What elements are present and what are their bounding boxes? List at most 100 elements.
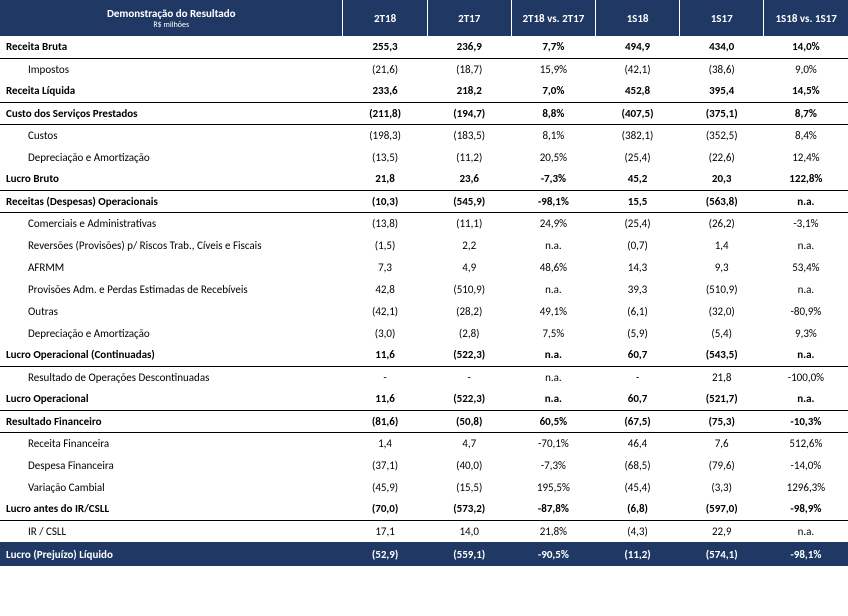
cell-value: 9,3 xyxy=(680,256,764,278)
cell-value: -80,9% xyxy=(764,300,848,322)
cell-value: (50,8) xyxy=(427,410,511,432)
cell-value: -98,1% xyxy=(511,190,595,212)
cell-value: -7,3% xyxy=(511,454,595,476)
cell-value: (194,7) xyxy=(427,102,511,124)
cell-value: (18,7) xyxy=(427,58,511,80)
cell-value: (1,5) xyxy=(343,234,427,256)
cell-value: 14,5% xyxy=(764,80,848,102)
cell-value: (2,8) xyxy=(427,322,511,344)
cell-value: (11,2) xyxy=(427,146,511,168)
row-label: Reversões (Provisões) p/ Riscos Trab., C… xyxy=(0,234,343,256)
table-row: Provisões Adm. e Perdas Estimadas de Rec… xyxy=(0,278,848,300)
cell-value: (45,9) xyxy=(343,476,427,498)
cell-value: n.a. xyxy=(511,388,595,410)
cell-value: 45,2 xyxy=(595,168,679,190)
cell-value: n.a. xyxy=(511,234,595,256)
cell-value: 17,1 xyxy=(343,520,427,542)
cell-value: 15,5 xyxy=(595,190,679,212)
cell-value: 20,3 xyxy=(680,168,764,190)
cell-value: 23,6 xyxy=(427,168,511,190)
cell-value: n.a. xyxy=(764,278,848,300)
cell-value: 48,6% xyxy=(511,256,595,278)
table-body: Receita Bruta255,3236,97,7%494,9434,014,… xyxy=(0,36,848,566)
row-label: Lucro (Prejuízo) Líquido xyxy=(0,542,343,566)
cell-value: (45,4) xyxy=(595,476,679,498)
cell-value: (26,2) xyxy=(680,212,764,234)
table-row: Lucro antes do IR/CSLL(70,0)(573,2)-87,8… xyxy=(0,498,848,520)
row-label: Resultado Financeiro xyxy=(0,410,343,432)
row-label: Depreciação e Amortização xyxy=(0,322,343,344)
cell-value: (25,4) xyxy=(595,212,679,234)
cell-value: -87,8% xyxy=(511,498,595,520)
cell-value: 4,9 xyxy=(427,256,511,278)
title-subtitle: R$ milhões xyxy=(6,20,336,30)
row-label: Receitas (Despesas) Operacionais xyxy=(0,190,343,212)
cell-value: (545,9) xyxy=(427,190,511,212)
cell-value: (70,0) xyxy=(343,498,427,520)
cell-value: -98,9% xyxy=(764,498,848,520)
cell-value: 7,6 xyxy=(680,432,764,454)
row-label: Lucro antes do IR/CSLL xyxy=(0,498,343,520)
cell-value: 195,5% xyxy=(511,476,595,498)
cell-value: -90,5% xyxy=(511,542,595,566)
cell-value: 11,6 xyxy=(343,388,427,410)
col-1s18: 1S18 xyxy=(595,0,679,36)
cell-value: (22,6) xyxy=(680,146,764,168)
table-row: Custos(198,3)(183,5)8,1%(382,1)(352,5)8,… xyxy=(0,124,848,146)
table-row: Lucro Bruto21,823,6-7,3%45,220,3122,8% xyxy=(0,168,848,190)
cell-value: (510,9) xyxy=(427,278,511,300)
cell-value: (37,1) xyxy=(343,454,427,476)
cell-value: (67,5) xyxy=(595,410,679,432)
cell-value: (38,6) xyxy=(680,58,764,80)
table-row: Receita Financeira1,44,7-70,1%46,47,6512… xyxy=(0,432,848,454)
cell-value: n.a. xyxy=(511,278,595,300)
cell-value: (11,2) xyxy=(595,542,679,566)
cell-value: -98,1% xyxy=(764,542,848,566)
cell-value: 2,2 xyxy=(427,234,511,256)
row-label: AFRMM xyxy=(0,256,343,278)
cell-value: 395,4 xyxy=(680,80,764,102)
cell-value: 24,9% xyxy=(511,212,595,234)
row-label: Despesa Financeira xyxy=(0,454,343,476)
cell-value: 8,8% xyxy=(511,102,595,124)
col-1s18-vs-1s17: 1S18 vs. 1S17 xyxy=(764,0,848,36)
row-label: Provisões Adm. e Perdas Estimadas de Rec… xyxy=(0,278,343,300)
cell-value: -10,3% xyxy=(764,410,848,432)
cell-value: (6,1) xyxy=(595,300,679,322)
row-label: Custos xyxy=(0,124,343,146)
cell-value: 46,4 xyxy=(595,432,679,454)
table-row: Lucro (Prejuízo) Líquido(52,9)(559,1)-90… xyxy=(0,542,848,566)
cell-value: 122,8% xyxy=(764,168,848,190)
table-row: Lucro Operacional (Continuadas)11,6(522,… xyxy=(0,344,848,366)
cell-value: 233,6 xyxy=(343,80,427,102)
cell-value: (522,3) xyxy=(427,388,511,410)
cell-value: n.a. xyxy=(764,344,848,366)
cell-value: 21,8 xyxy=(343,168,427,190)
cell-value: (563,8) xyxy=(680,190,764,212)
table-row: Receita Bruta255,3236,97,7%494,9434,014,… xyxy=(0,36,848,58)
cell-value: -3,1% xyxy=(764,212,848,234)
cell-value: (4,3) xyxy=(595,520,679,542)
col-2t18: 2T18 xyxy=(343,0,427,36)
cell-value: 60,5% xyxy=(511,410,595,432)
table-row: Receita Líquida233,6218,27,0%452,8395,41… xyxy=(0,80,848,102)
cell-value: (5,4) xyxy=(680,322,764,344)
cell-value: 42,8 xyxy=(343,278,427,300)
cell-value: (52,9) xyxy=(343,542,427,566)
col-2t17: 2T17 xyxy=(427,0,511,36)
cell-value: n.a. xyxy=(764,520,848,542)
cell-value: (543,5) xyxy=(680,344,764,366)
cell-value: (25,4) xyxy=(595,146,679,168)
cell-value: (574,1) xyxy=(680,542,764,566)
col-2t18-vs-2t17: 2T18 vs. 2T17 xyxy=(511,0,595,36)
cell-value: 21,8% xyxy=(511,520,595,542)
cell-value: 4,7 xyxy=(427,432,511,454)
cell-value: n.a. xyxy=(764,190,848,212)
cell-value: n.a. xyxy=(511,366,595,388)
cell-value: (40,0) xyxy=(427,454,511,476)
cell-value: - xyxy=(595,366,679,388)
cell-value: (79,6) xyxy=(680,454,764,476)
row-label: Variação Cambial xyxy=(0,476,343,498)
title-text: Demonstração do Resultado xyxy=(107,7,236,20)
row-label: Outras xyxy=(0,300,343,322)
